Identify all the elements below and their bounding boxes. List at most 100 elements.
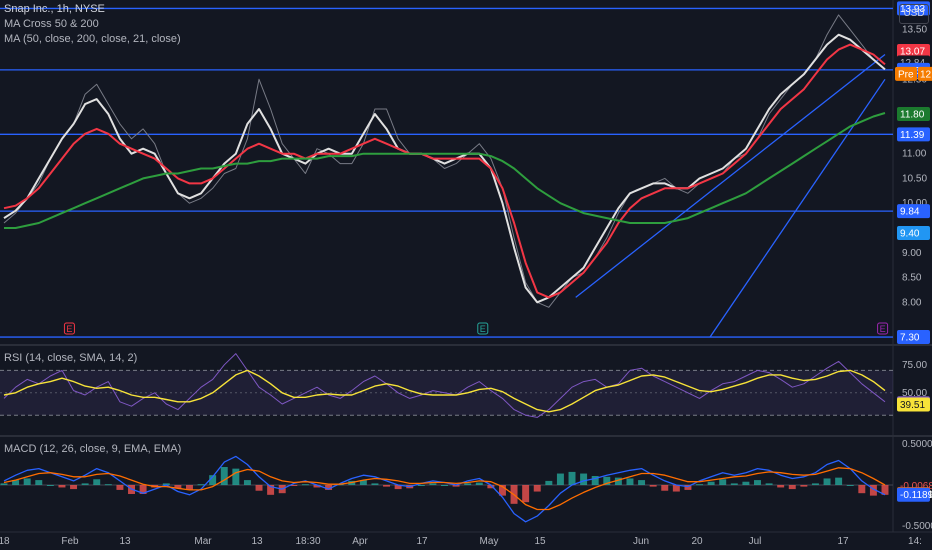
macd-histogram-bar [359, 480, 367, 485]
macd-histogram-bar [12, 480, 20, 485]
macd-histogram-bar [35, 480, 43, 485]
macd-histogram-bar [626, 478, 634, 485]
price-tag: 9.40 [900, 228, 920, 239]
time-axis-tick: 17 [837, 536, 849, 547]
time-axis-tick: Feb [61, 536, 79, 547]
macd-histogram-bar [70, 485, 78, 490]
macd-histogram-bar [498, 485, 506, 496]
earnings-marker [477, 322, 489, 335]
macd-histogram-bar [290, 485, 298, 486]
price-tag-bg [897, 107, 930, 121]
macd-line [3, 455, 886, 523]
chart-title: Snap Inc., 1h, NYSE [4, 3, 105, 15]
macd-histogram-bar [742, 481, 750, 485]
price-tag-prefix: Pre [898, 69, 914, 80]
macd-histogram-bar [452, 485, 460, 487]
macd-histogram-bar [394, 485, 402, 490]
price-axis-tick: 13.50 [902, 25, 927, 36]
indicator-label-ma[interactable]: MA (50, close, 200, close, 21, close) [4, 33, 181, 45]
macd-histogram-bar [672, 485, 680, 492]
macd-histogram-bar [754, 480, 761, 485]
price-tag-bg [897, 330, 930, 345]
price-tag-bg [897, 204, 930, 219]
macd-histogram-bar [46, 485, 54, 486]
macd-histogram-bar [858, 485, 866, 494]
price-tag: 9.84 [900, 207, 920, 218]
macd-histogram-bar [684, 485, 692, 490]
earnings-marker [63, 322, 75, 335]
macd-histogram-bar [232, 468, 240, 485]
rsi_sma-line [3, 369, 886, 413]
macd-tag-bg [897, 487, 930, 502]
macd-histogram-bar [846, 485, 854, 486]
indicator-label-ma-cross[interactable]: MA Cross 50 & 200 [4, 18, 99, 30]
macd-histogram-bar [139, 485, 147, 494]
earnings-marker [877, 322, 889, 335]
earnings-marker-label: E [480, 324, 486, 334]
macd-histogram-bar [429, 483, 437, 485]
macd-histogram-bar [556, 473, 564, 485]
time-axis-tick: Jul [749, 536, 762, 547]
time-axis-tick: 14: [908, 536, 922, 547]
macd-histogram-bar [0, 483, 8, 485]
price-tag: 12.61 [920, 69, 932, 80]
time-axis-tick: 13 [119, 536, 131, 547]
macd-histogram-bar [649, 485, 657, 487]
macd-histogram-bar [800, 485, 808, 487]
price-axis-tick: 11.00 [902, 149, 927, 160]
macd-histogram-bar [638, 480, 646, 485]
macd-histogram-bar [719, 479, 727, 485]
macd-histogram-bar [522, 485, 530, 503]
macd-histogram-bar [116, 485, 124, 490]
time-axis-tick: 20 [691, 536, 703, 547]
macd-histogram-bar [162, 483, 170, 485]
macd-histogram-bar [788, 485, 796, 490]
macd-histogram-bar [417, 485, 425, 486]
rsi-label[interactable]: RSI (14, close, SMA, 14, 2) [4, 352, 138, 364]
price-tag-prefix-bg [895, 66, 917, 81]
rsi-tag: 39.51 [900, 400, 925, 411]
price-tag: 11.80 [900, 110, 925, 121]
price-tag-bg [897, 225, 930, 240]
macd-histogram-bar [104, 484, 112, 486]
macd-histogram-bar [568, 471, 576, 485]
macd-label[interactable]: MACD (12, 26, close, 9, EMA, EMA) [4, 443, 182, 455]
macd-histogram-bar [696, 484, 704, 486]
macd-histogram-bar [869, 485, 877, 496]
macd-histogram-bar [487, 485, 495, 489]
macd-histogram-bar [603, 476, 611, 485]
macd-histogram-bar [174, 485, 182, 489]
price-axis-tick: 10.50 [902, 173, 927, 184]
macd-histogram-bar [823, 478, 831, 485]
channel-lower-line [709, 78, 886, 338]
price-tag: 13.93 [900, 4, 925, 15]
signal-line [3, 467, 886, 511]
macd-histogram-bar [255, 485, 263, 491]
macd-histogram-bar [267, 485, 275, 495]
time-axis-tick: Jun [633, 536, 649, 547]
currency-button[interactable]: USD [899, 4, 929, 24]
macd-histogram-bar [765, 483, 773, 485]
price-axis-tick: 10.00 [902, 198, 927, 209]
macd-histogram-bar [811, 483, 819, 485]
rsi-tag-bg [897, 397, 930, 412]
macd-tag: -0.0068 [900, 481, 932, 492]
price-axis-tick: 9.00 [902, 248, 922, 259]
price-tag-bg [897, 44, 930, 59]
time-axis-tick: 13 [251, 536, 263, 547]
time-axis-tick: Mar [194, 536, 212, 547]
channel-upper-line [575, 54, 886, 298]
time-axis-tick: Apr [352, 536, 368, 547]
macd-histogram-bar [661, 485, 669, 491]
price-axis-tick: 8.50 [902, 273, 922, 284]
earnings-marker-label: E [66, 324, 72, 334]
macd-histogram-bar [58, 485, 66, 488]
ma_fast-line [3, 33, 886, 304]
macd-histogram-bar [371, 483, 379, 485]
price-line [3, 14, 886, 308]
macd-histogram-bar [93, 479, 101, 485]
macd-histogram-bar [81, 483, 89, 485]
macd-tag: -0.1189 [900, 490, 932, 501]
macd-histogram-bar [243, 480, 251, 485]
